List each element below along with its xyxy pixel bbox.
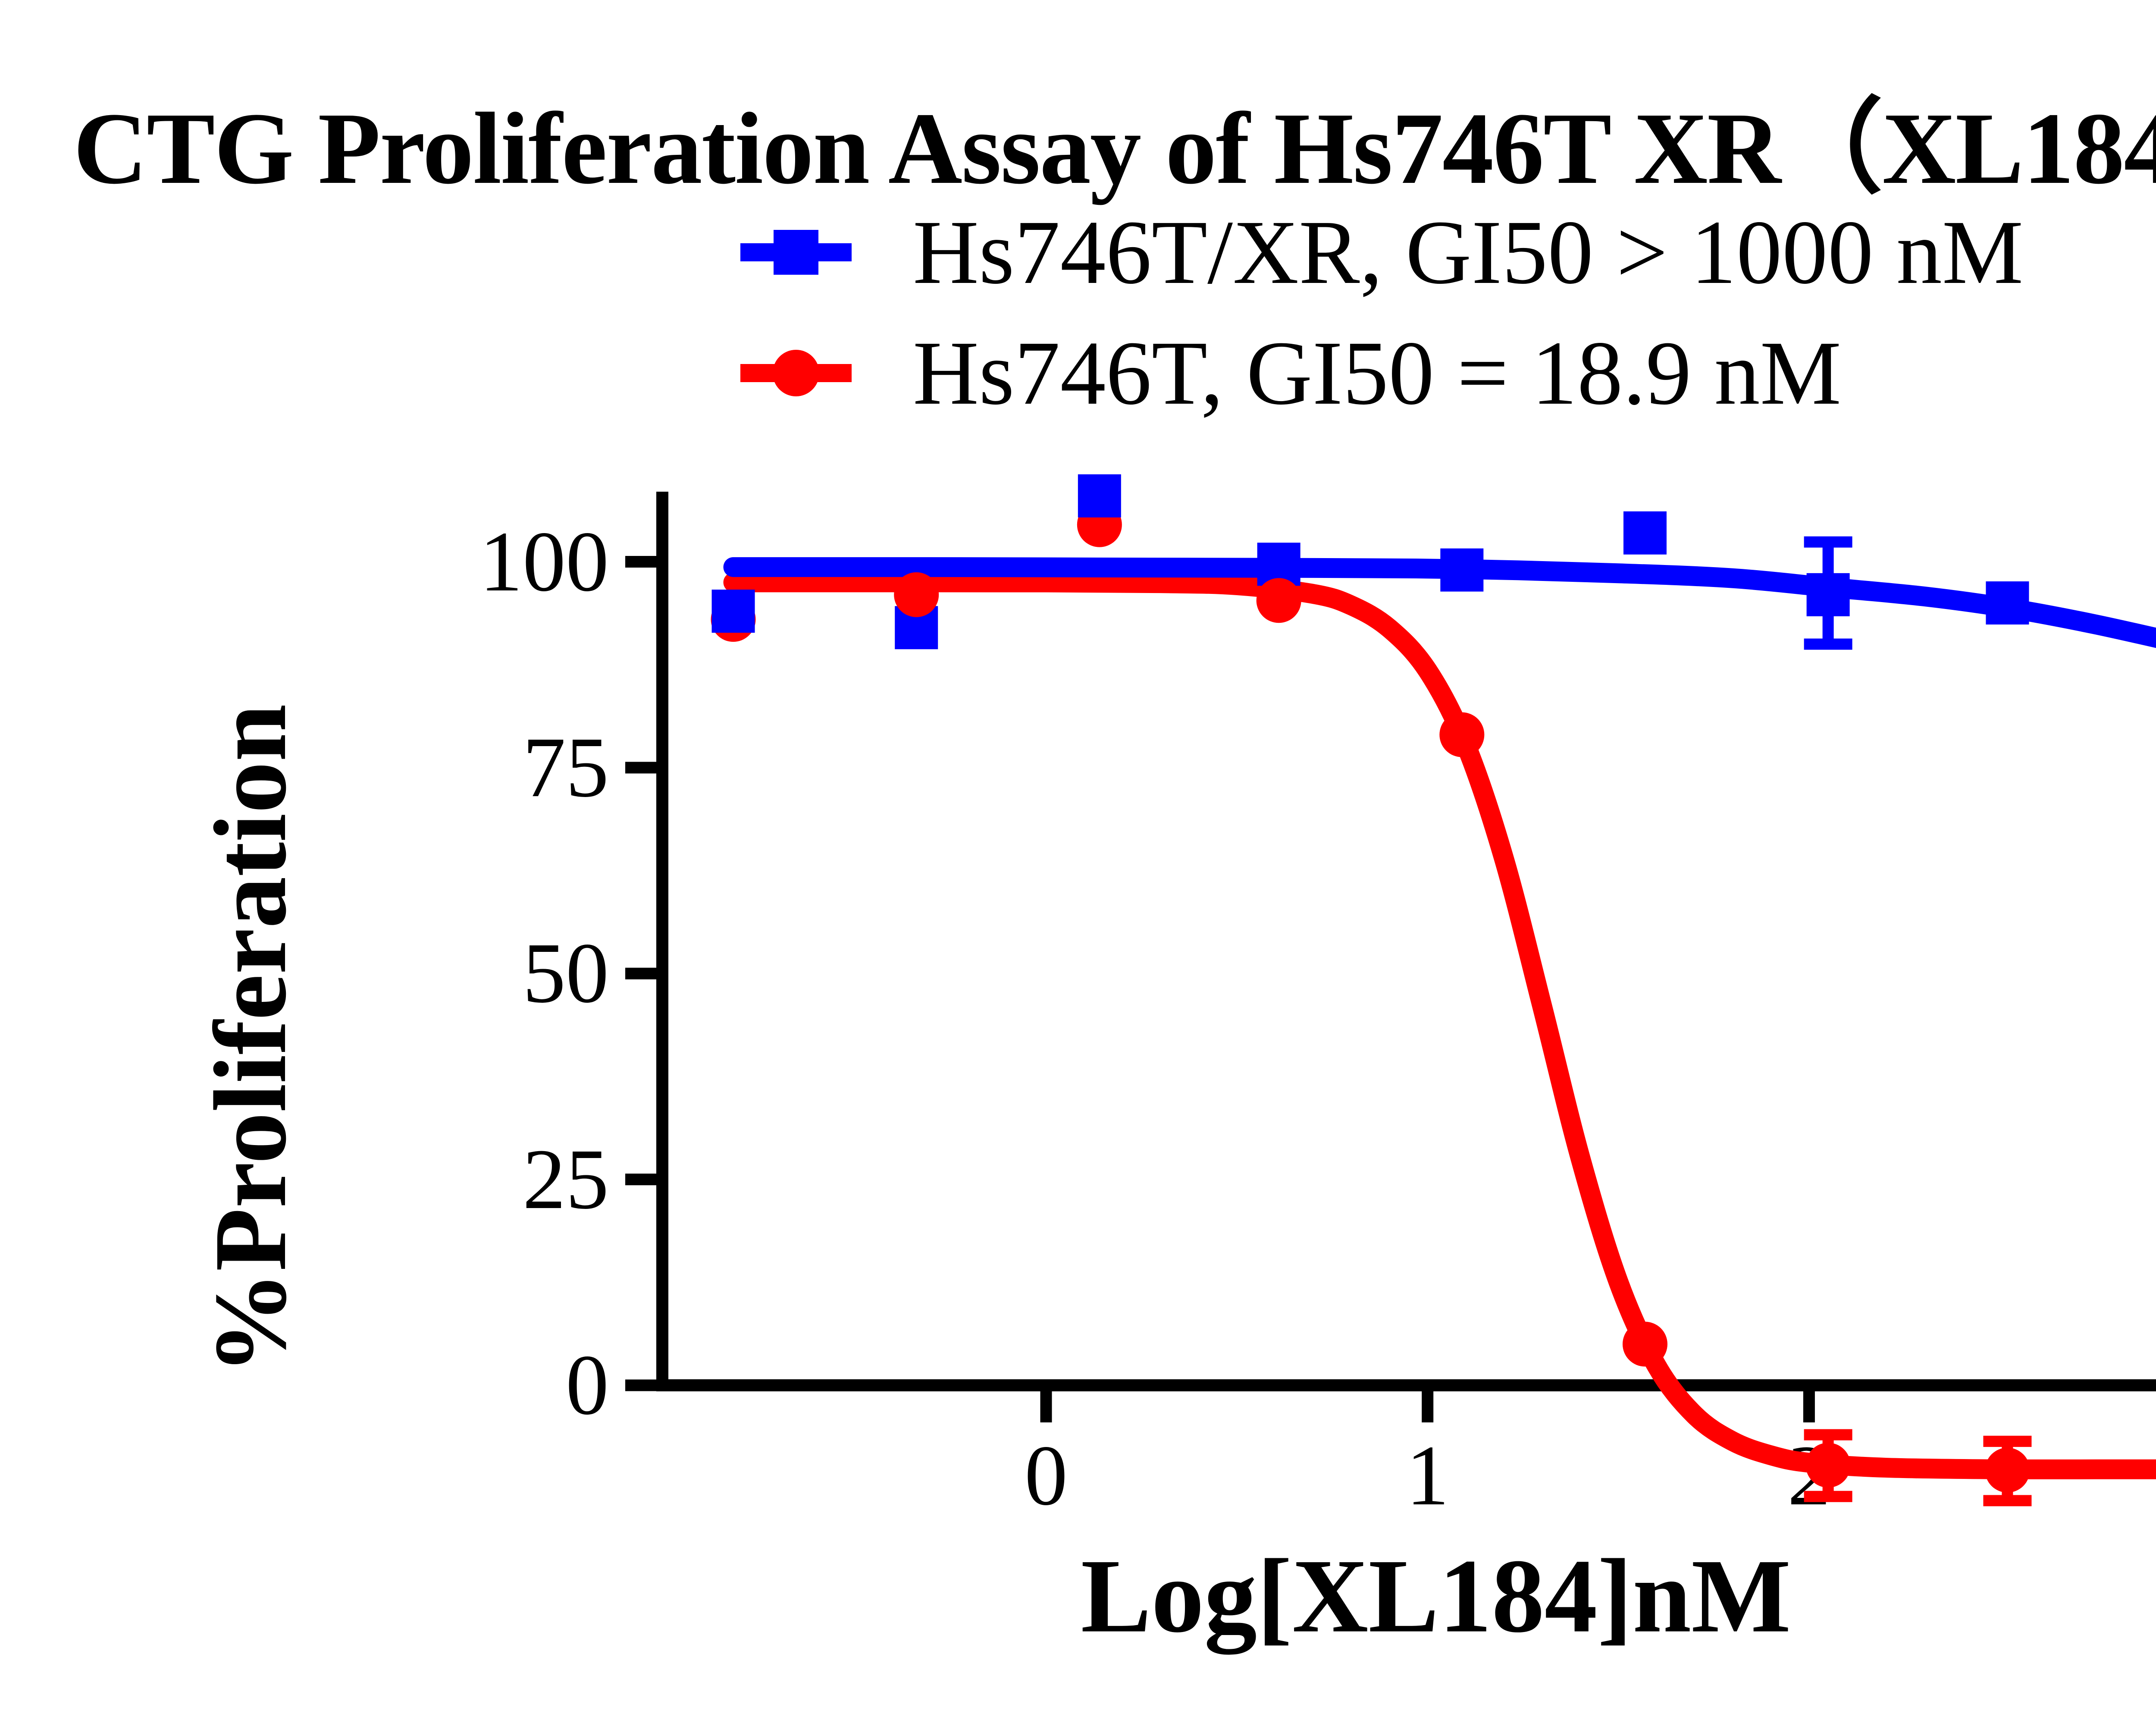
y-tick-label: 50	[523, 926, 609, 1021]
y-tick-label: 75	[523, 719, 609, 815]
data-point-marker-red	[1622, 1321, 1667, 1367]
data-point-marker-red	[1256, 578, 1301, 623]
data-point-marker-blue	[1986, 581, 2029, 625]
data-point-marker-blue	[711, 590, 755, 633]
data-point-marker-blue	[1806, 573, 1850, 616]
legend-label-hs746t-xr: Hs746T/XR, GI50 > 1000 nM	[913, 201, 2024, 303]
data-point-marker-red	[894, 572, 939, 617]
x-tick-label: 0	[1025, 1428, 1068, 1523]
data-point-marker-blue	[1623, 511, 1667, 555]
red-circle-marker-icon	[740, 350, 852, 396]
data-point-marker-red	[1985, 1447, 2030, 1493]
x-axis-title: Log[XL184]nM	[1081, 1537, 1791, 1654]
legend-label-hs746t: Hs746T, GI50 = 18.9 nM	[913, 322, 1842, 424]
data-point-marker-red	[1805, 1443, 1851, 1488]
legend: Hs746T/XR, GI50 > 1000 nM Hs746T, GI50 =…	[740, 207, 2023, 419]
data-point-marker-blue	[1440, 548, 1484, 592]
fit-curve-hs746t	[723, 572, 2156, 1480]
data-point-marker-blue	[1078, 474, 1121, 518]
y-tick-label: 25	[523, 1131, 609, 1227]
chart-title: CTG Proliferation Assay of Hs746T XR（XL1…	[73, 92, 2156, 205]
legend-item-hs746t: Hs746T, GI50 = 18.9 nM	[740, 327, 2023, 419]
y-axis-title: %Proliferation	[193, 704, 307, 1375]
blue-square-marker-icon	[740, 230, 852, 275]
legend-item-hs746t-xr: Hs746T/XR, GI50 > 1000 nM	[740, 207, 2023, 298]
y-tick-label: 100	[479, 514, 609, 609]
x-tick-label: 1	[1406, 1428, 1449, 1523]
y-tick-label: 0	[566, 1337, 609, 1433]
data-point-marker-red	[1439, 712, 1485, 757]
